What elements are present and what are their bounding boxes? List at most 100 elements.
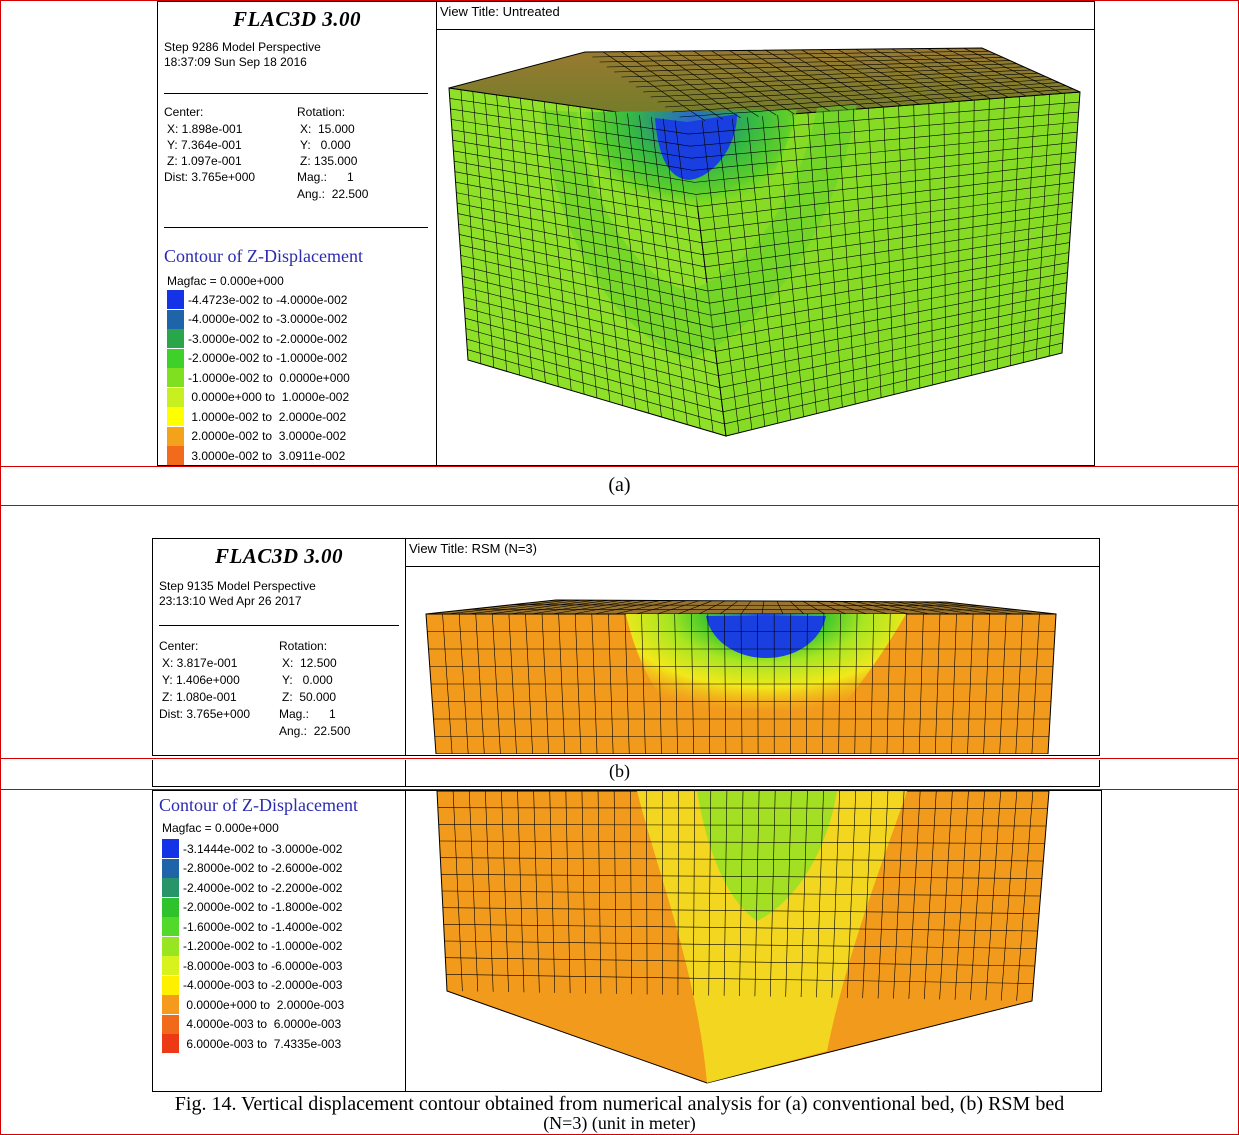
mesh-line — [710, 252, 1069, 316]
legend-label: 3.0000e-002 to 3.0911e-002 — [188, 448, 346, 463]
mesh-line — [665, 82, 1060, 108]
legend-row: -1.6000e-002 to -1.4000e-002 — [162, 917, 342, 936]
mesh-line — [451, 129, 694, 171]
legend-row: -2.4000e-002 to -2.2000e-002 — [162, 878, 342, 897]
mesh-line — [456, 202, 704, 256]
rotation-label: Rotation: — [297, 105, 346, 119]
legend-swatch — [167, 348, 184, 368]
mesh-line — [454, 160, 698, 207]
mesh-line — [706, 222, 1072, 280]
legend-row: -1.0000e-002 to 0.0000e+000 — [167, 368, 350, 387]
legend-row: 3.0000e-002 to 3.0911e-002 — [167, 446, 345, 465]
contour-title: Contour of Z-Displacement — [164, 246, 363, 266]
legend-label: -8.0000e-003 to -6.0000e-003 — [183, 958, 343, 973]
mesh-line — [441, 874, 1042, 879]
legend-row: -4.4723e-002 to -4.0000e-002 — [167, 290, 347, 309]
mesh-line — [932, 601, 1036, 615]
rot-z: Z: 135.000 — [300, 154, 358, 168]
legend-label: 2.0000e-002 to 3.0000e-002 — [188, 429, 347, 443]
legend-label: 4.0000e-003 to 6.0000e-003 — [183, 1017, 342, 1031]
legend-row: -8.0000e-003 to -6.0000e-003 — [162, 956, 342, 975]
mesh-line — [614, 600, 674, 615]
mesh-line — [441, 890, 1041, 897]
mesh-line — [650, 75, 1046, 98]
bowl-core — [655, 114, 737, 180]
mesh-line — [700, 182, 1074, 231]
mesh-line — [599, 53, 997, 63]
legend-swatch — [167, 426, 184, 446]
legend-label: -4.0000e-002 to -3.0000e-002 — [188, 312, 348, 326]
center-label: Center: — [164, 105, 204, 119]
legend-label: -2.8000e-002 to -2.6000e-002 — [183, 861, 343, 875]
mesh-line — [715, 282, 1067, 352]
mesh-line — [462, 276, 715, 340]
mesh-line — [718, 302, 1066, 376]
mesh-line — [657, 79, 1053, 103]
legend-row: -3.0000e-002 to -2.0000e-002 — [167, 329, 347, 348]
mesh-line — [463, 296, 718, 364]
mesh-line — [464, 317, 721, 388]
mesh-line — [703, 202, 1073, 256]
center-z: Z: 1.097e-001 — [167, 154, 242, 168]
rot-y: Y: 0.000 — [282, 673, 333, 687]
legend-row: -4.0000e-002 to -3.0000e-002 — [167, 309, 348, 329]
mesh-line — [449, 98, 689, 135]
legend-swatch — [167, 290, 184, 309]
mesh-line — [716, 292, 1067, 364]
mesh-line — [691, 121, 1078, 159]
view-pane-b: View Title: RSM (N=3) — [406, 539, 1099, 755]
mesh-line — [593, 600, 661, 615]
model-render-lower — [436, 791, 1050, 1084]
mesh-line — [451, 119, 692, 159]
mesh-line — [707, 232, 1071, 292]
legend-row: -2.0000e-002 to -1.0000e-002 — [167, 348, 347, 368]
contour-title: Contour of Z-Displacement — [159, 795, 358, 815]
legend-label: -1.0000e-002 to 0.0000e+000 — [188, 370, 350, 385]
legend-row: 1.0000e-002 to 2.0000e-002 — [167, 407, 346, 426]
mesh-line — [893, 601, 973, 615]
frame-row-b-bottom — [0, 758, 1239, 759]
legend-label: -4.0000e-003 to -2.0000e-003 — [183, 978, 343, 992]
mesh-line — [802, 601, 826, 615]
subfigure-label-b: (b) — [609, 761, 630, 781]
displacement-plume-inner — [697, 791, 837, 921]
divider — [159, 625, 399, 626]
info-pane-b: FLAC3D 3.00 Step 9135 Model Perspective … — [153, 539, 406, 755]
legend-label: -2.0000e-002 to -1.8000e-002 — [183, 900, 343, 914]
model-render — [425, 599, 1057, 754]
legend-swatch — [162, 858, 179, 878]
center-y: Y: 7.364e-001 — [167, 138, 242, 152]
timestamp: 18:37:09 Sun Sep 18 2016 — [164, 55, 307, 69]
mesh-line — [445, 957, 1035, 967]
mesh-lines — [449, 47, 1080, 433]
mesh-line — [643, 72, 1039, 93]
mesh-line — [692, 131, 1078, 171]
figure-caption-line1: Fig. 14. Vertical displacement contour o… — [174, 1093, 1065, 1115]
ang: Ang.: 22.500 — [297, 187, 369, 201]
mesh-line — [689, 111, 1079, 147]
frame-row-la-bottom — [0, 505, 1239, 506]
step-line: Step 9135 Model Perspective — [159, 579, 316, 593]
mesh-line — [740, 600, 752, 615]
mesh-line — [460, 255, 712, 316]
mesh-line — [466, 338, 724, 413]
mesh-line — [464, 307, 719, 376]
mesh-line — [450, 108, 691, 147]
mesh-line — [456, 192, 703, 244]
model-render — [448, 47, 1081, 437]
mesh-line — [488, 599, 596, 615]
mesh-lines — [437, 791, 1048, 1001]
legend-row: 0.0000e+000 to 1.0000e-002 — [167, 387, 349, 407]
mesh-line — [828, 601, 868, 615]
frame-row-lb-bottom — [0, 789, 1239, 790]
mesh-line — [697, 161, 1076, 207]
mesh-line — [592, 50, 990, 58]
mesh-line — [656, 600, 700, 615]
center-y: Y: 1.406e+000 — [162, 673, 240, 687]
mesh-line — [724, 342, 1063, 425]
mesh-line — [712, 262, 1069, 328]
mesh-line — [841, 601, 889, 615]
panel-b-lower — [152, 760, 1100, 787]
mesh-line — [906, 601, 994, 615]
mesh-line — [459, 244, 710, 304]
